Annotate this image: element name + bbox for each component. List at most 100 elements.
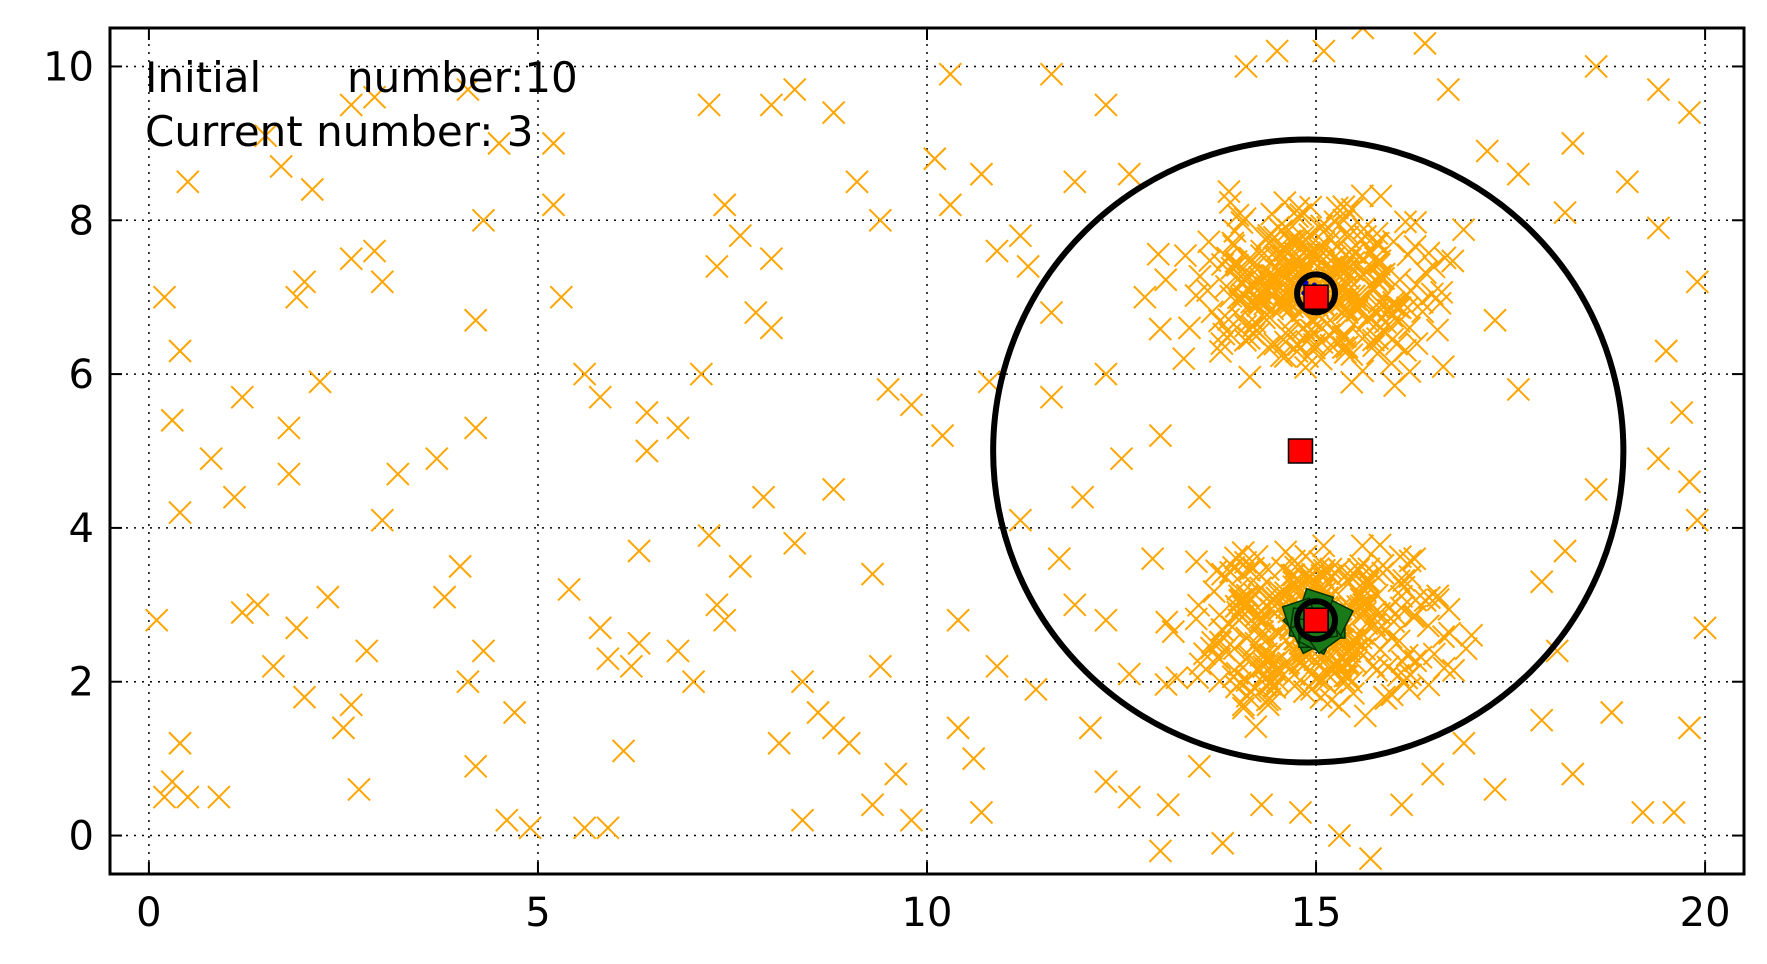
cross-marker xyxy=(1312,39,1336,63)
cross-marker xyxy=(308,370,332,394)
cross-marker xyxy=(1425,318,1450,342)
y-tick-label: 8 xyxy=(69,198,94,244)
cross-marker xyxy=(1016,254,1040,279)
cross-marker xyxy=(316,585,340,609)
cross-marker xyxy=(1155,610,1179,634)
cross-marker xyxy=(541,193,566,217)
cross-marker xyxy=(1249,793,1274,817)
cross-marker xyxy=(1413,260,1438,285)
cross-marker xyxy=(1693,616,1717,640)
cross-marker xyxy=(1422,642,1447,666)
cross-marker xyxy=(860,562,885,586)
cross-marker xyxy=(876,377,900,402)
cross-marker xyxy=(1340,370,1364,395)
cross-marker xyxy=(1188,652,1213,676)
cross-marker xyxy=(572,362,597,386)
cross-marker xyxy=(1319,564,1344,588)
cross-marker xyxy=(1273,580,1298,605)
cross-marker xyxy=(1365,221,1389,246)
cross-marker xyxy=(1335,296,1359,321)
cross-marker xyxy=(1353,704,1378,728)
cross-marker xyxy=(728,554,752,579)
cross-marker xyxy=(269,154,293,179)
cross-marker xyxy=(985,654,1009,679)
cross-marker xyxy=(1529,570,1554,594)
cross-marker xyxy=(370,508,395,532)
cross-marker xyxy=(1228,588,1252,613)
cross-marker xyxy=(1197,230,1221,254)
cross-marker xyxy=(1244,714,1268,739)
cross-marker xyxy=(1397,316,1422,340)
cross-marker xyxy=(386,462,410,486)
cross-marker xyxy=(1631,800,1655,825)
cross-marker xyxy=(1403,210,1428,235)
cross-marker xyxy=(1268,580,1293,605)
cross-marker xyxy=(1368,637,1393,662)
cross-marker xyxy=(1506,377,1531,402)
cross-marker xyxy=(1365,326,1390,351)
cross-marker xyxy=(1348,553,1373,578)
cross-marker xyxy=(1395,283,1419,307)
cross-marker xyxy=(596,646,620,671)
cross-marker xyxy=(1677,716,1702,740)
cross-marker xyxy=(1343,241,1367,265)
cross-marker xyxy=(1024,677,1048,702)
cross-marker xyxy=(277,462,301,486)
cross-marker xyxy=(1258,642,1283,667)
cross-marker xyxy=(1248,576,1273,600)
cross-marker xyxy=(588,616,612,640)
cross-marker xyxy=(1350,534,1375,558)
centroid-square xyxy=(1303,607,1329,633)
cross-marker xyxy=(1254,673,1278,698)
x-tick-label: 20 xyxy=(1680,890,1731,936)
cross-marker xyxy=(362,239,387,263)
cross-marker xyxy=(1117,662,1142,686)
cross-marker xyxy=(1063,170,1087,194)
cross-marker xyxy=(1273,190,1297,215)
cross-marker xyxy=(1224,249,1248,274)
cross-marker xyxy=(557,577,581,602)
cross-marker xyxy=(1047,546,1071,571)
y-tick-label: 10 xyxy=(43,44,94,90)
cross-marker xyxy=(1368,263,1393,288)
cross-marker xyxy=(1117,785,1142,809)
cross-marker xyxy=(868,654,893,679)
cross-marker xyxy=(1205,645,1230,670)
cross-marker xyxy=(1309,347,1333,371)
cross-marker xyxy=(1223,219,1247,243)
cross-marker xyxy=(1248,290,1273,315)
cross-marker xyxy=(261,654,286,679)
cross-marker xyxy=(292,685,317,709)
cross-marker xyxy=(1269,344,1294,368)
cross-marker xyxy=(1685,270,1710,294)
cross-marker xyxy=(1039,385,1064,409)
cross-marker xyxy=(1221,555,1246,580)
cross-marker xyxy=(1335,664,1360,688)
cross-marker xyxy=(938,62,963,86)
cross-marker xyxy=(681,670,706,694)
cross-marker xyxy=(1363,246,1388,270)
cross-marker xyxy=(285,616,309,640)
cross-marker xyxy=(463,754,488,779)
cross-marker xyxy=(1109,446,1134,471)
cross-marker xyxy=(1195,278,1220,303)
cross-marker xyxy=(362,85,387,109)
cross-marker xyxy=(1287,196,1311,220)
cross-marker xyxy=(1354,259,1378,283)
cross-marker xyxy=(1256,226,1280,250)
cross-marker xyxy=(1165,665,1189,690)
cross-marker xyxy=(222,485,247,509)
cross-marker xyxy=(176,170,200,194)
cross-marker xyxy=(596,816,620,840)
cross-marker xyxy=(1436,77,1461,102)
cross-marker xyxy=(588,385,612,409)
cross-marker xyxy=(1584,54,1608,79)
cross-marker xyxy=(292,270,317,294)
cross-marker xyxy=(1262,674,1286,699)
cross-marker xyxy=(1184,607,1208,631)
cross-marker xyxy=(1094,362,1118,386)
cross-marker xyxy=(176,785,200,809)
cross-marker xyxy=(1392,568,1416,593)
cross-marker xyxy=(1282,272,1306,297)
